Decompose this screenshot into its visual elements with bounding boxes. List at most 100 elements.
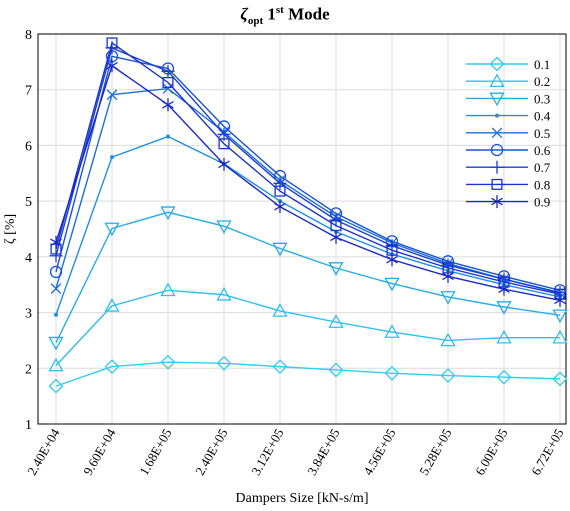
legend-item: 0.5 (466, 126, 550, 141)
legend: 0.1 0.2 0.3 0.4 0.5 0.6 0.7 0.8 0.9 (466, 56, 551, 210)
triangle-up-marker (160, 282, 176, 297)
triangle-up-marker (104, 298, 120, 312)
triangle-up-marker (384, 324, 400, 338)
circle-marker (49, 265, 63, 279)
legend-label: 0.3 (534, 91, 550, 106)
x-axis-label: Dampers Size [kN-s/m] (236, 491, 369, 506)
triangle-down-marker (272, 242, 288, 257)
triangle-down-marker (552, 309, 568, 324)
triangle-up-marker (489, 73, 505, 88)
diamond-marker (104, 359, 120, 375)
triangle-up-marker (48, 357, 64, 372)
triangle-down-marker (104, 222, 120, 237)
legend-item: 0.1 (466, 56, 550, 72)
series-0.4 (54, 134, 562, 317)
x-marker (491, 127, 503, 139)
asterisk-marker (50, 235, 62, 249)
square-marker (218, 138, 230, 150)
dot-marker (495, 113, 499, 118)
plus-marker (49, 249, 63, 263)
dot-marker (54, 312, 58, 317)
triangle-up-marker (552, 329, 568, 344)
plot-frame (37, 33, 567, 425)
y-tick-label: 2 (25, 362, 32, 377)
x-tick-label: 3.12E+05 (248, 426, 287, 478)
triangle-up-marker (216, 286, 232, 301)
x-tick-label: 6.00E+05 (472, 426, 511, 478)
asterisk-marker (330, 230, 342, 244)
legend-item: 0.6 (466, 143, 551, 158)
square-marker (330, 220, 342, 232)
square-marker (106, 37, 118, 49)
legend-item: 0.8 (466, 177, 550, 192)
series-line (55, 135, 561, 316)
legend-label: 0.7 (534, 160, 551, 175)
asterisk-marker (491, 195, 503, 209)
asterisk-marker (554, 293, 566, 307)
series-line (55, 41, 561, 295)
series-line (55, 46, 561, 294)
legend-item: 0.7 (466, 160, 551, 175)
series-line (55, 211, 561, 343)
x-marker (50, 283, 62, 294)
plus-marker (273, 176, 287, 190)
y-tick-label: 4 (25, 251, 32, 266)
triangle-down-marker (440, 291, 456, 305)
series-0.6 (49, 50, 567, 297)
x-tick-label: 9.60E+04 (80, 426, 119, 478)
legend-label: 0.8 (534, 177, 550, 192)
series-0.2 (48, 282, 568, 372)
y-tick-label: 1 (25, 418, 32, 433)
series-line (55, 87, 561, 294)
asterisk-marker (218, 157, 230, 171)
plus-marker (161, 64, 175, 78)
legend-item: 0.9 (466, 195, 550, 210)
title-superscript: st (275, 4, 284, 16)
x-marker (106, 89, 118, 101)
diamond-marker (552, 371, 568, 387)
diamond-marker (216, 355, 232, 371)
series-0.8 (50, 37, 566, 300)
y-tick-label: 5 (25, 195, 32, 210)
y-tick-label: 7 (25, 84, 32, 99)
triangle-up-marker (328, 314, 344, 328)
x-tick-labels: 2.40E+04 9.60E+04 1.68E+05 2.40E+05 3.12E+05… (24, 426, 567, 478)
asterisk-marker (498, 282, 510, 296)
y-tick-label: 3 (25, 307, 32, 322)
diamond-marker (272, 359, 288, 375)
legend-item: 0.3 (466, 91, 550, 106)
plus-marker (329, 213, 343, 227)
title-number: 1 (267, 4, 276, 24)
y-axis-label: ζ [%] (3, 214, 18, 244)
square-marker (162, 76, 174, 88)
series-0.1 (48, 354, 568, 394)
triangle-down-marker (160, 206, 176, 221)
triangle-down-marker (328, 262, 344, 276)
x-tick-label: 6.72E+05 (528, 426, 567, 478)
square-marker (491, 178, 503, 190)
diamond-marker (440, 368, 456, 383)
legend-label: 0.6 (534, 143, 551, 158)
triangle-up-marker (496, 329, 512, 344)
triangle-down-marker (384, 277, 400, 292)
series-0.9 (50, 59, 566, 307)
series-0.7 (49, 41, 567, 300)
series-line (55, 64, 561, 302)
triangle-down-marker (216, 220, 232, 235)
plus-marker (490, 160, 504, 174)
x-tick-label: 2.40E+04 (24, 426, 63, 478)
diamond-marker (328, 362, 344, 378)
diamond-marker (489, 56, 505, 72)
x-tick-label: 1.68E+05 (136, 426, 175, 478)
triangle-up-marker (440, 332, 456, 347)
legend-label: 0.5 (534, 126, 550, 141)
x-tick-label: 3.84E+05 (304, 426, 343, 478)
diamond-marker (48, 378, 64, 394)
series-line (55, 361, 561, 387)
y-tick-labels: 1 2 3 4 5 6 7 8 (25, 28, 32, 433)
asterisk-marker (386, 253, 398, 267)
legend-item: 0.4 (466, 109, 551, 124)
legend-label: 0.9 (534, 195, 550, 210)
diamond-marker (496, 369, 512, 385)
